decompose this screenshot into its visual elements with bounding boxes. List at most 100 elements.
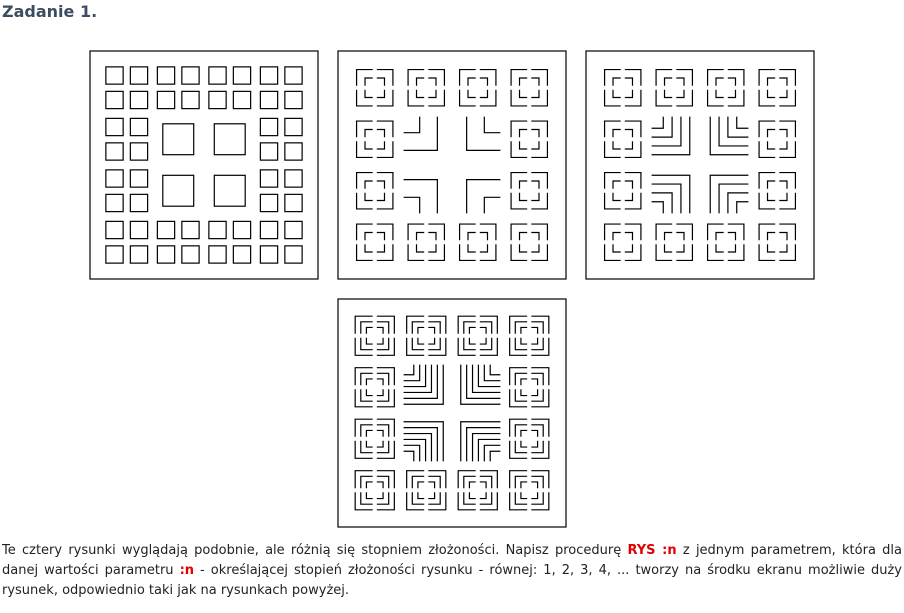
bracket-mark [676,68,694,86]
bracket-mark [428,481,436,489]
bracket-mark [479,492,493,505]
bracket-mark [510,89,528,107]
bracket-mark [758,223,776,241]
bracket-mark [736,201,749,214]
bracket-mark [531,424,544,437]
bracket-mark [715,244,724,253]
bracket-mark [510,120,528,138]
bracket-mark [520,492,528,500]
bracket-mark [457,337,476,356]
bracket-mark [364,89,373,99]
bracket-mark [376,337,390,351]
figure-frame [585,50,815,280]
bracket-mark [360,424,373,437]
bracket-mark [718,183,749,214]
bracket-mark [766,192,776,202]
bracket-mark [676,223,694,241]
bracket-mark [612,192,621,202]
bracket-mark [417,326,425,334]
bracket-mark [655,244,673,262]
bracket-mark [376,492,395,511]
bracket-mark [715,231,724,241]
bracket-mark [624,180,634,189]
bracket-mark [531,192,549,210]
bracket-mark [531,120,549,138]
bracket-mark [531,326,539,334]
bracket-mark [365,337,373,345]
bracket-mark [417,481,425,489]
bracket-mark [489,450,501,462]
bracket-mark [766,180,776,189]
bracket-mark [603,223,621,241]
bracket-mark [411,492,425,505]
bracket-mark [603,192,621,210]
square-mark [208,66,227,85]
bracket-mark [376,492,384,500]
bracket-mark [779,120,797,138]
bracket-mark [463,492,476,505]
bracket-mark [624,68,642,86]
bracket-mark [376,337,395,356]
bracket-mark [531,192,540,202]
square-mark [105,193,124,213]
bracket-mark [376,89,386,99]
bracket-mark [779,244,797,262]
bracket-mark [518,89,528,99]
bracket-mark [403,364,438,399]
bracket-mark [531,389,544,402]
bracket-mark [727,244,745,262]
bracket-mark [466,179,501,214]
bracket-mark [518,77,528,86]
bracket-mark [376,475,390,489]
bracket-mark [471,364,501,394]
figure-level-1 [89,50,319,280]
bracket-mark [479,470,498,489]
bracket-mark [483,444,501,462]
bracket-mark [624,171,642,189]
square-mark [181,220,200,240]
bracket-mark [676,89,685,99]
bracket-mark [479,244,497,262]
bracket-mark [415,89,425,99]
bracket-mark [376,315,395,334]
bracket-mark [403,179,438,214]
bracket-mark [758,244,776,262]
square-mark [232,245,252,264]
bracket-mark [477,364,501,388]
bracket-mark [428,492,441,505]
bracket-mark [376,223,394,241]
bracket-mark [403,444,421,462]
figure-frame [89,50,319,280]
bracket-mark [676,244,694,262]
bracket-mark [360,475,373,489]
bracket-mark [415,231,425,241]
bracket-mark [403,116,438,151]
square-mark [213,174,246,207]
bracket-mark [428,244,437,253]
square-mark [259,90,279,110]
bracket-mark [624,223,642,241]
bracket-mark [411,337,425,351]
bracket-mark [407,223,425,241]
bracket-mark [376,389,390,402]
bracket-mark [365,389,373,397]
bracket-mark [531,89,549,107]
bracket-mark [766,128,776,138]
bracket-mark [531,171,549,189]
bracket-mark [463,475,476,489]
bracket-mark [531,180,540,189]
bracket-mark [624,244,642,262]
bracket-mark [779,192,788,202]
bracket-mark [428,475,441,489]
bracket-mark [727,192,749,214]
bracket-mark [467,89,476,99]
bracket-mark [479,481,487,489]
bracket-mark [406,315,425,334]
bracket-mark [354,389,373,408]
bracket-mark [509,337,528,356]
square-mark [232,66,252,85]
bracket-mark [779,77,788,86]
bracket-mark [355,120,373,138]
bracket-mark [676,244,685,253]
